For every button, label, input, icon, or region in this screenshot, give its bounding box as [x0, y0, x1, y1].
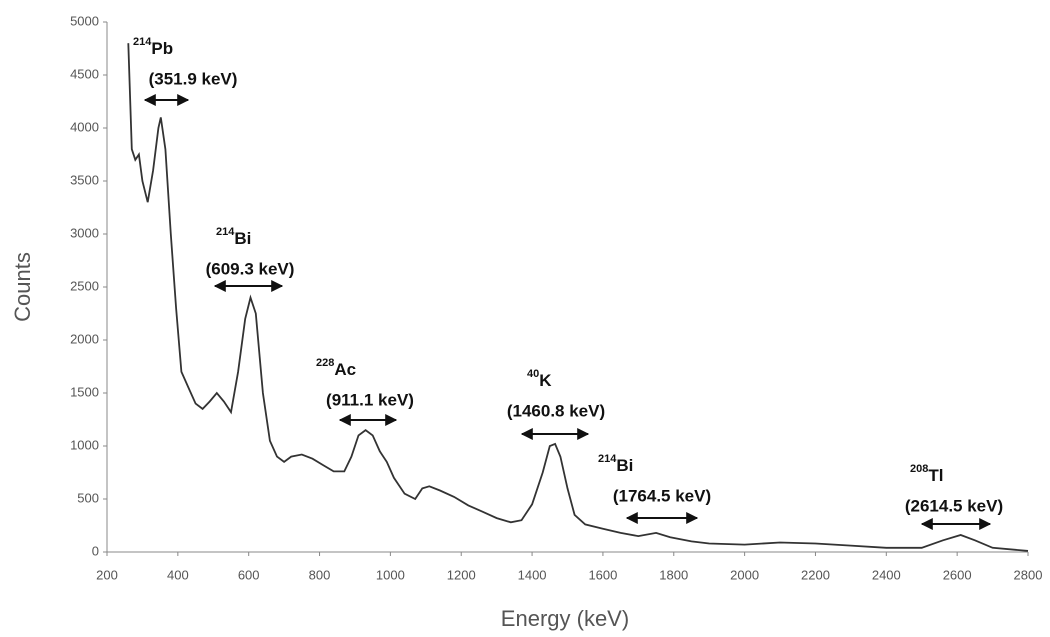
mass-number: 40 — [527, 368, 539, 380]
y-tick-label: 1500 — [70, 384, 99, 399]
energy-label: (1764.5 keV) — [613, 486, 711, 505]
energy-label: (351.9 keV) — [149, 69, 238, 88]
spectrum-line — [127, 43, 1029, 552]
element: K — [539, 371, 552, 390]
energy-label: (2614.5 keV) — [905, 496, 1003, 515]
energy-label: (1460.8 keV) — [507, 401, 605, 420]
x-tick-label: 2800 — [1014, 567, 1043, 582]
isotope-label: 214Bi — [216, 226, 251, 249]
y-tick-label: 500 — [77, 490, 99, 505]
y-tick-label: 0 — [92, 543, 99, 558]
isotope-label: 214Bi — [598, 453, 633, 476]
x-tick-label: 2600 — [943, 567, 972, 582]
x-tick-label: 600 — [238, 567, 260, 582]
x-axis-title: Energy (keV) — [501, 606, 629, 631]
y-tick-label: 3000 — [70, 225, 99, 240]
x-tick-label: 1400 — [518, 567, 547, 582]
isotope-label: 208Tl — [910, 463, 943, 486]
x-tick-label: 400 — [167, 567, 189, 582]
x-tick-label: 1800 — [659, 567, 688, 582]
y-tick-label: 4500 — [70, 66, 99, 81]
mass-number: 208 — [910, 463, 928, 475]
isotope-label: 228Ac — [316, 357, 356, 380]
x-tick-label: 1200 — [447, 567, 476, 582]
x-tick-label: 1000 — [376, 567, 405, 582]
element: Pb — [151, 39, 173, 58]
y-tick-label: 3500 — [70, 172, 99, 187]
x-tick-label: 200 — [96, 567, 118, 582]
y-tick-label: 1000 — [70, 437, 99, 452]
mass-number: 214 — [133, 36, 152, 48]
isotope-label: 40K — [527, 368, 552, 391]
x-tick-label: 2000 — [730, 567, 759, 582]
energy-label: (911.1 keV) — [326, 390, 414, 409]
x-tick-label: 2400 — [872, 567, 901, 582]
element: Bi — [234, 229, 251, 248]
x-tick-label: 2200 — [801, 567, 830, 582]
y-tick-label: 2000 — [70, 331, 99, 346]
y-axis-title: Counts — [10, 252, 35, 322]
isotope-label: 214Pb — [133, 36, 173, 59]
x-tick-label: 800 — [309, 567, 331, 582]
energy-label: (609.3 keV) — [206, 259, 295, 278]
mass-number: 228 — [316, 357, 334, 369]
y-tick-label: 5000 — [70, 13, 99, 28]
y-tick-label: 2500 — [70, 278, 99, 293]
element: Ac — [334, 360, 356, 379]
y-tick-label: 4000 — [70, 119, 99, 134]
mass-number: 214 — [598, 453, 617, 465]
x-tick-label: 1600 — [588, 567, 617, 582]
mass-number: 214 — [216, 226, 235, 238]
element: Bi — [616, 456, 633, 475]
element: Tl — [928, 466, 943, 485]
